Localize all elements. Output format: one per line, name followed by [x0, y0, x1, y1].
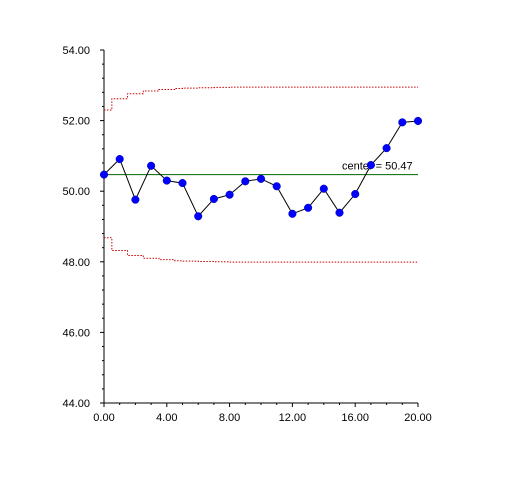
data-series: [99, 116, 423, 221]
data-point: [413, 116, 423, 126]
data-point: [178, 179, 187, 188]
data-point: [382, 144, 391, 153]
data-point: [209, 194, 218, 204]
data-point: [115, 155, 124, 164]
x-tick-label: 20.00: [404, 412, 432, 424]
lower-control-limit: [104, 237, 418, 263]
y-tick-label: 44.00: [62, 398, 90, 410]
y-tick-label: 54.00: [62, 45, 90, 57]
data-point: [225, 190, 234, 199]
axis-ticks: 44.00 46.00 48.00 50.00 52.00 54.00 0.00 4.00 8.…: [62, 45, 431, 424]
data-point: [366, 161, 375, 170]
data-point: [319, 184, 328, 193]
x-tick-label: 0.00: [93, 412, 114, 424]
data-point: [288, 209, 297, 218]
x-tick-label: 8.00: [219, 412, 240, 424]
y-tick-label: 52.00: [62, 116, 90, 128]
data-point: [304, 203, 313, 212]
data-point: [147, 161, 156, 170]
data-point: [194, 212, 203, 221]
y-tick-label: 46.00: [62, 327, 90, 339]
data-point: [99, 170, 109, 179]
data-point: [351, 189, 360, 199]
y-tick-label: 48.00: [62, 257, 90, 269]
data-point: [162, 176, 171, 185]
x-tick-label: 16.00: [341, 412, 369, 424]
x-tick-label: 4.00: [156, 412, 177, 424]
data-point: [398, 118, 407, 127]
data-point: [335, 208, 344, 217]
control-limits: [104, 86, 418, 263]
x-tick-label: 12.00: [279, 412, 307, 424]
upper-control-limit: [104, 86, 418, 111]
data-point: [256, 174, 266, 183]
data-point: [241, 177, 250, 186]
data-point: [272, 182, 281, 191]
y-tick-label: 50.00: [62, 186, 90, 198]
center-line-label: center = 50.47: [342, 161, 413, 173]
chart-axes: [103, 50, 418, 404]
data-point: [131, 195, 140, 204]
